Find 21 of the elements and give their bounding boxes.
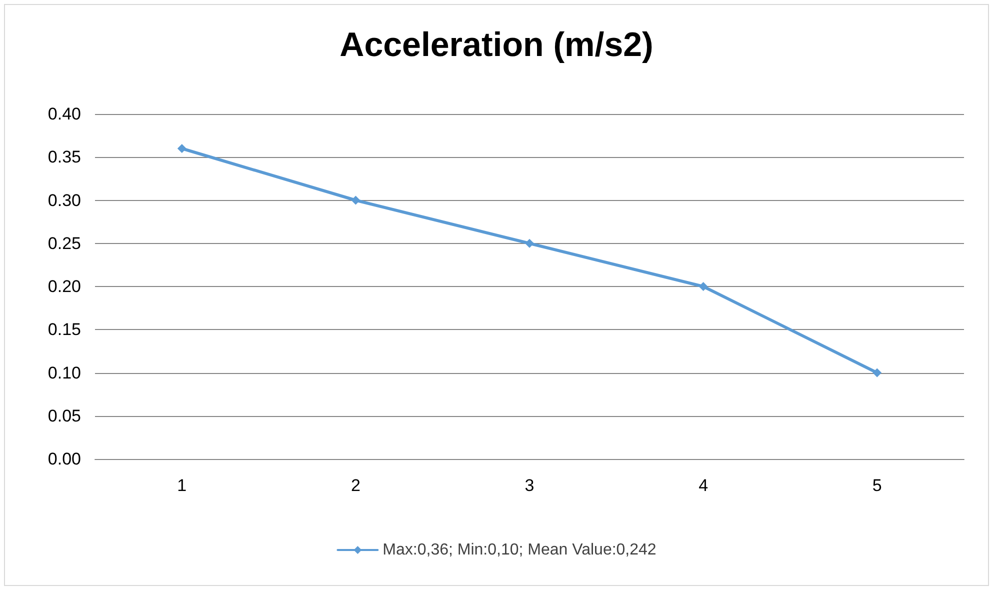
chart-title: Acceleration (m/s2) xyxy=(340,26,654,64)
legend-label: Max:0,36; Min:0,10; Mean Value:0,242 xyxy=(382,542,656,558)
x-tick-label: 5 xyxy=(872,476,882,495)
y-tick-label: 0.30 xyxy=(48,190,81,210)
x-tick-label: 4 xyxy=(698,476,708,495)
y-tick-label: 0.10 xyxy=(48,363,81,382)
y-tick-label: 0.35 xyxy=(48,148,81,167)
point xyxy=(698,282,708,291)
point xyxy=(872,368,882,378)
x-tick-label: 3 xyxy=(524,476,534,495)
x-tick-label: 1 xyxy=(177,476,187,495)
point xyxy=(525,238,534,248)
point xyxy=(177,144,186,153)
y-tick-label: 0.05 xyxy=(48,406,81,426)
y-tick-label: 0.20 xyxy=(48,277,81,296)
y-tick-label: 0.25 xyxy=(48,234,81,253)
y-tick-label: 0.00 xyxy=(48,450,81,468)
y-tick-label: 0.40 xyxy=(48,104,81,124)
x-tick-label: 2 xyxy=(350,476,360,495)
y-tick-label: 0.15 xyxy=(48,320,81,340)
point xyxy=(351,196,360,205)
